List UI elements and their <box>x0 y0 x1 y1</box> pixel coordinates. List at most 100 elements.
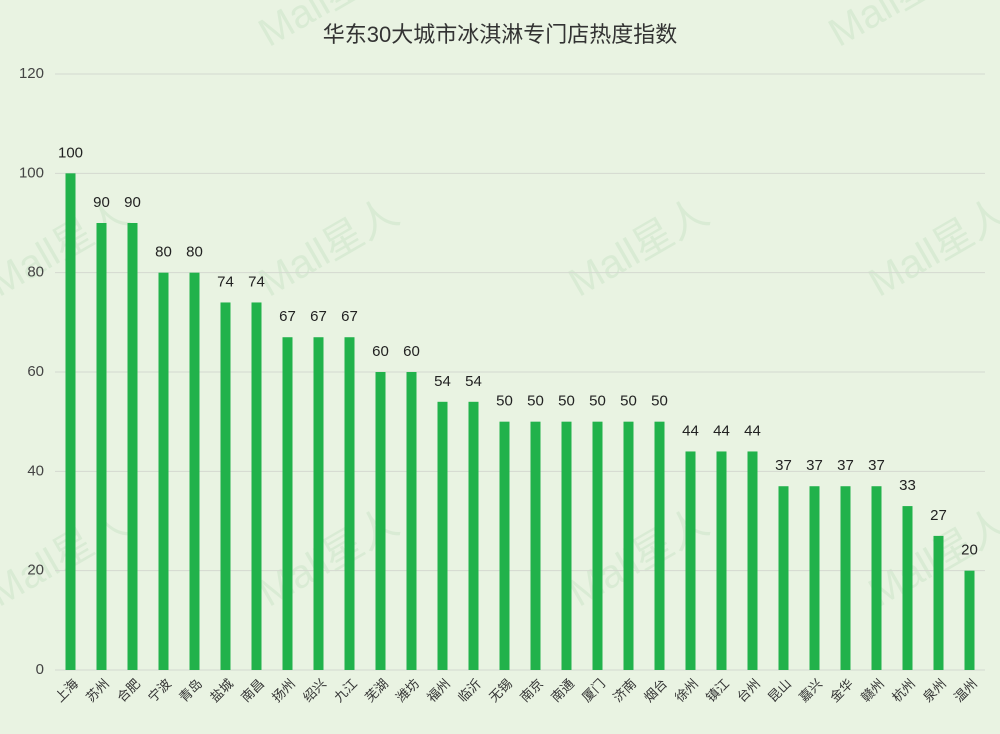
data-label: 74 <box>248 273 265 290</box>
x-tick-label: 扬州 <box>269 676 298 705</box>
x-tick-label: 泉州 <box>920 676 949 705</box>
bar <box>778 486 789 670</box>
bar <box>499 421 510 670</box>
data-label: 54 <box>465 373 482 390</box>
data-label: 50 <box>620 393 637 410</box>
watermark: Mall星人 <box>561 191 716 306</box>
y-tick-label: 0 <box>36 661 44 678</box>
bar <box>127 223 138 670</box>
y-tick-label: 80 <box>27 264 44 281</box>
data-label: 50 <box>589 393 606 410</box>
data-label: 44 <box>682 422 699 439</box>
bar <box>437 401 448 670</box>
bar <box>592 421 603 670</box>
bar <box>65 173 76 671</box>
bar <box>685 451 696 670</box>
data-label: 90 <box>124 194 141 211</box>
x-tick-label: 上海 <box>52 676 81 705</box>
data-label: 54 <box>434 373 451 390</box>
bar <box>902 506 913 670</box>
watermark: Mall星人 <box>251 191 406 306</box>
data-label: 37 <box>837 457 854 474</box>
data-label: 90 <box>93 194 110 211</box>
bar <box>158 272 169 670</box>
bar <box>189 272 200 670</box>
bar <box>871 486 882 670</box>
bar <box>747 451 758 670</box>
data-label: 37 <box>868 457 885 474</box>
bar <box>716 451 727 670</box>
x-tick-label: 苏州 <box>83 676 112 705</box>
watermark: Mall星人 <box>861 191 1000 306</box>
data-label: 50 <box>651 393 668 410</box>
bar <box>468 401 479 670</box>
x-tick-label: 青岛 <box>176 676 205 705</box>
data-label: 50 <box>558 393 575 410</box>
data-label: 74 <box>217 273 234 290</box>
y-tick-label: 20 <box>27 562 44 579</box>
x-tick-label: 芜湖 <box>362 676 391 705</box>
bar <box>406 372 417 670</box>
x-tick-label: 宁波 <box>145 676 174 705</box>
x-tick-label: 九江 <box>331 676 360 705</box>
data-label: 67 <box>341 308 358 325</box>
watermark: Mall星人 <box>821 0 976 55</box>
bar <box>809 486 820 670</box>
data-label: 33 <box>899 477 916 494</box>
data-label: 67 <box>279 308 296 325</box>
x-tick-label: 昆山 <box>765 676 794 705</box>
data-label: 60 <box>403 343 420 360</box>
data-label: 44 <box>713 422 730 439</box>
data-label: 80 <box>186 244 203 261</box>
data-label: 100 <box>58 144 83 161</box>
data-label: 50 <box>496 393 513 410</box>
bar <box>282 337 293 670</box>
bar <box>313 337 324 670</box>
chart-title: 华东30大城市冰淇淋专门店热度指数 <box>323 22 677 47</box>
y-tick-label: 60 <box>27 363 44 380</box>
bar <box>654 421 665 670</box>
x-tick-label: 潍坊 <box>393 676 422 705</box>
bar <box>344 337 355 670</box>
x-tick-label: 厦门 <box>579 676 608 705</box>
bar <box>220 302 231 670</box>
y-tick-label: 120 <box>19 65 44 82</box>
bar <box>840 486 851 670</box>
bar <box>251 302 262 670</box>
bar <box>933 535 944 670</box>
data-label: 80 <box>155 244 172 261</box>
x-tick-label: 南京 <box>517 676 546 705</box>
data-label: 37 <box>775 457 792 474</box>
x-tick-label: 赣州 <box>858 676 887 705</box>
y-tick-label: 100 <box>19 164 44 181</box>
data-label: 27 <box>930 507 947 524</box>
bar <box>964 570 975 670</box>
x-tick-label: 台州 <box>734 676 763 705</box>
x-tick-label: 盐城 <box>207 676 236 705</box>
x-tick-label: 金华 <box>827 676 856 705</box>
x-tick-label: 温州 <box>951 676 980 705</box>
x-tick-label: 绍兴 <box>300 676 329 705</box>
bar <box>375 372 386 670</box>
x-tick-label: 镇江 <box>703 676 732 705</box>
x-tick-label: 嘉兴 <box>796 676 825 705</box>
data-label: 44 <box>744 422 761 439</box>
bar <box>623 421 634 670</box>
x-tick-label: 烟台 <box>641 676 670 705</box>
x-tick-label: 南通 <box>548 676 577 705</box>
data-label: 60 <box>372 343 389 360</box>
x-tick-label: 徐州 <box>672 676 701 705</box>
x-tick-label: 无锡 <box>486 676 515 705</box>
data-label: 20 <box>961 542 978 559</box>
y-tick-label: 40 <box>27 462 44 479</box>
data-label: 50 <box>527 393 544 410</box>
bar <box>96 223 107 670</box>
x-tick-label: 济南 <box>610 676 639 705</box>
x-tick-label: 南昌 <box>238 676 267 705</box>
data-label: 37 <box>806 457 823 474</box>
x-tick-label: 杭州 <box>889 676 918 705</box>
data-label: 67 <box>310 308 327 325</box>
x-tick-label: 合肥 <box>114 676 143 705</box>
x-tick-label: 临沂 <box>455 676 484 705</box>
